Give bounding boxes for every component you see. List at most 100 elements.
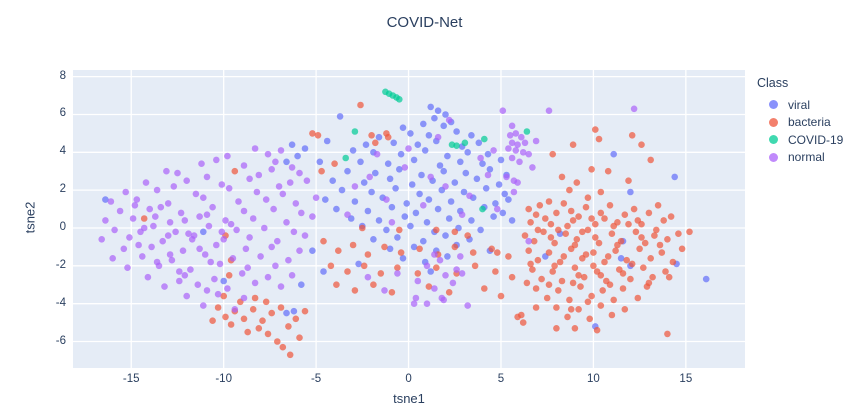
data-point-bacteria (505, 253, 512, 260)
data-point-bacteria (566, 186, 573, 194)
data-point-normal (214, 290, 222, 298)
data-point-bacteria (567, 306, 575, 313)
data-point-bacteria (597, 209, 605, 217)
data-point-bacteria (575, 272, 582, 279)
data-point-normal (137, 228, 144, 236)
legend-item-normal[interactable]: normal (757, 149, 843, 167)
data-point-normal (288, 164, 296, 171)
data-point-bacteria (488, 245, 496, 253)
data-point-bacteria (492, 268, 499, 275)
data-point-bacteria (569, 279, 577, 287)
data-point-viral (403, 200, 411, 207)
data-point-bacteria (547, 234, 555, 241)
data-point-bacteria (240, 315, 248, 323)
data-point-normal (442, 183, 449, 190)
data-point-bacteria (545, 281, 553, 288)
data-point-viral (447, 198, 455, 205)
data-point-normal (157, 203, 165, 211)
data-point-bacteria (360, 262, 368, 270)
data-point-bacteria (545, 249, 553, 256)
data-point-normal (185, 230, 192, 237)
data-point-normal (445, 116, 453, 124)
data-point-bacteria (525, 247, 532, 254)
data-point-bacteria (370, 281, 377, 288)
data-point-bacteria (529, 266, 536, 273)
data-point-bacteria (656, 241, 664, 249)
data-point-bacteria (255, 325, 263, 332)
data-point-normal (213, 241, 220, 249)
data-point-normal (423, 262, 431, 270)
data-point-bacteria (651, 232, 658, 239)
data-point-normal (274, 237, 281, 245)
data-point-bacteria (678, 245, 686, 253)
data-point-bacteria (364, 251, 372, 258)
data-point-bacteria (277, 304, 285, 311)
data-point-viral (462, 169, 470, 177)
data-point-COVID-19 (351, 128, 359, 135)
data-point-normal (194, 281, 202, 288)
y-tick-label: 4 (59, 145, 66, 158)
x-tick-label: 15 (679, 373, 693, 385)
data-point-bacteria (538, 275, 545, 283)
data-point-bacteria (521, 232, 529, 239)
data-point-bacteria (588, 215, 595, 222)
data-point-COVID-19 (461, 139, 469, 147)
data-point-bacteria (621, 306, 629, 313)
data-point-bacteria (296, 334, 303, 342)
legend-item-covid19[interactable]: COVID-19 (757, 131, 843, 149)
data-point-normal (510, 188, 518, 196)
data-point-bacteria (532, 211, 540, 218)
data-point-bacteria (481, 285, 488, 292)
data-point-normal (244, 264, 251, 271)
legend-marker-bacteria-icon (769, 117, 778, 127)
data-point-normal (205, 222, 213, 230)
data-point-bacteria (625, 220, 632, 228)
data-point-normal (270, 205, 277, 213)
data-point-bacteria (562, 230, 569, 237)
data-point-normal (279, 190, 287, 198)
data-point-bacteria (582, 203, 590, 211)
data-point-viral (418, 171, 425, 179)
data-point-normal (312, 194, 320, 201)
data-point-normal (139, 253, 146, 260)
data-point-viral (320, 268, 327, 275)
data-point-viral (322, 196, 329, 203)
data-point-bacteria (551, 239, 558, 247)
data-point-bacteria (665, 273, 673, 281)
data-point-viral (333, 205, 340, 213)
data-point-viral (702, 275, 710, 283)
data-point-viral (414, 141, 422, 148)
data-point-bacteria (606, 202, 614, 209)
data-point-bacteria (588, 166, 595, 173)
data-point-normal (203, 211, 211, 218)
data-point-normal (464, 302, 472, 309)
data-point-bacteria (641, 239, 649, 247)
data-point-bacteria (590, 262, 597, 270)
data-point-bacteria (575, 306, 582, 313)
data-point-normal (203, 287, 211, 294)
data-point-viral (445, 215, 453, 222)
data-point-COVID-19 (396, 96, 403, 103)
data-point-normal (229, 255, 237, 262)
data-point-bacteria (262, 298, 270, 306)
data-point-viral (407, 222, 414, 230)
legend-item-viral[interactable]: viral (757, 96, 843, 114)
data-point-normal (434, 133, 442, 141)
legend-item-bacteria[interactable]: bacteria (757, 114, 843, 132)
data-point-bacteria (519, 319, 527, 326)
plot-area[interactable] (73, 70, 745, 368)
data-point-bacteria (621, 211, 629, 218)
data-point-normal (153, 186, 161, 194)
data-point-viral (468, 217, 475, 224)
data-point-bacteria (372, 139, 379, 147)
data-point-bacteria (553, 325, 560, 332)
data-point-bacteria (532, 285, 540, 292)
data-point-viral (468, 132, 475, 139)
data-point-bacteria (627, 275, 634, 283)
data-point-viral (610, 150, 617, 158)
data-point-normal (512, 147, 520, 154)
data-point-normal (508, 139, 516, 147)
data-point-normal (264, 273, 272, 281)
data-point-normal (170, 183, 178, 190)
data-point-bacteria (209, 317, 216, 324)
